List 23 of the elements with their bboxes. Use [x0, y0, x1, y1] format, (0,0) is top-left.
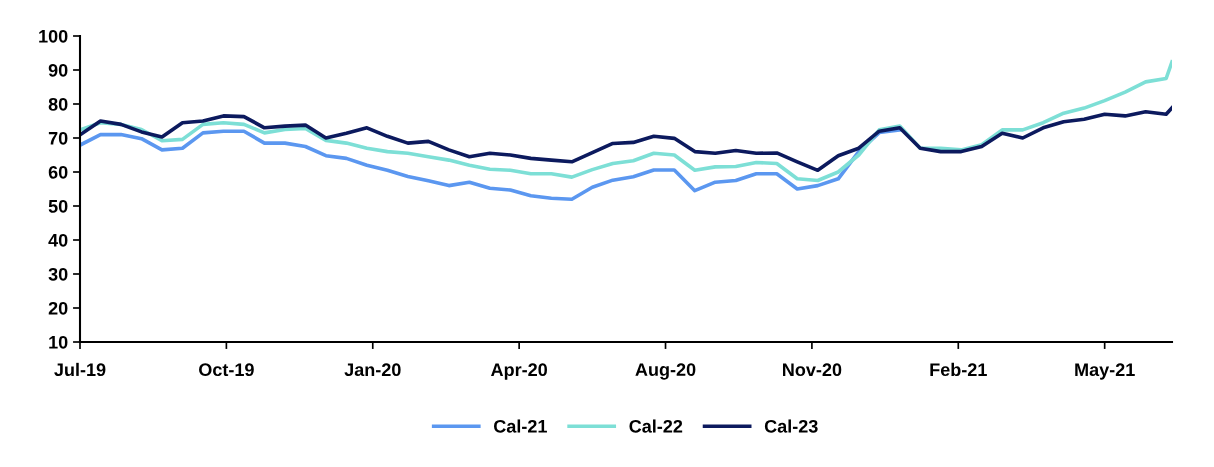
legend-label: Cal-23 — [764, 419, 818, 433]
x-tick-label: Nov-20 — [783, 363, 842, 377]
y-tick-label: 20 — [48, 301, 68, 315]
y-tick-label: 50 — [48, 199, 68, 213]
y-tick-label: 90 — [48, 63, 68, 77]
legend-label: Cal-21 — [494, 419, 547, 433]
x-tick-label: May-21 — [1075, 363, 1135, 380]
y-tick-label: 10 — [49, 335, 68, 349]
x-tick-label: Jan-20 — [344, 363, 401, 377]
x-tick-label: Feb-21 — [930, 362, 987, 377]
x-tick-label: Apr-20 — [491, 363, 547, 380]
legend-label: Cal-22 — [629, 419, 683, 433]
line-series — [80, 128, 902, 202]
y-tick-label: 40 — [48, 233, 68, 247]
x-tick-label: Jul-19 — [54, 362, 106, 377]
y-tick-label: 80 — [48, 97, 68, 111]
y-tick-label: 100 — [39, 29, 68, 43]
line-series — [80, 105, 1172, 173]
x-tick-label: Aug-20 — [635, 363, 696, 380]
y-tick-label: 30 — [48, 267, 68, 281]
x-tick-label: Oct-19 — [199, 363, 254, 377]
y-tick-label: 70 — [48, 131, 68, 145]
y-tick-label: 60 — [48, 165, 68, 179]
